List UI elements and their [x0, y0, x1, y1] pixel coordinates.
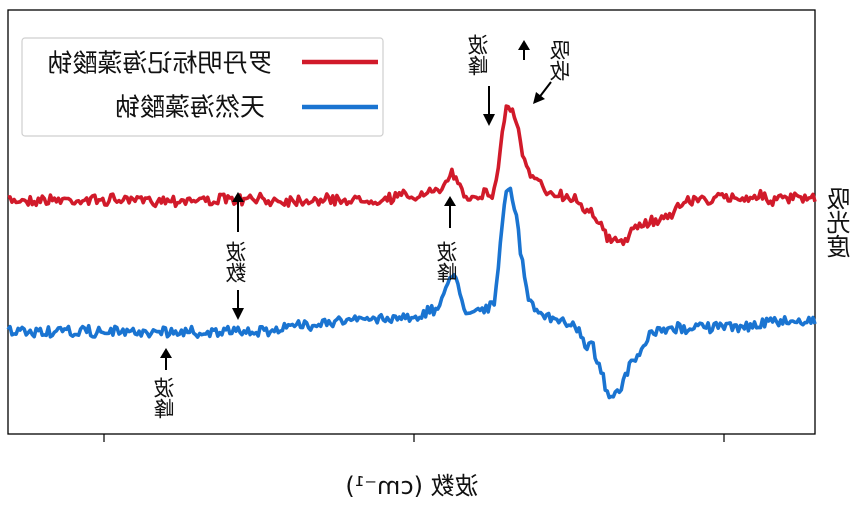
annotation-peak-mid-arrowhead — [444, 196, 456, 206]
legend-box — [21, 37, 384, 137]
legend-label-rhodamine: 罗丹明标记海藻酸钠 — [47, 49, 272, 78]
annotation-peak-top-arrowhead — [483, 114, 495, 126]
annotation-wavenumber-arrowhead-up — [232, 192, 244, 202]
annotation-peak-mid: 波峰 — [436, 241, 460, 283]
annotation-peak-low: 波峰 — [153, 377, 177, 419]
annotation-peak-top-up-arrowhead — [518, 40, 530, 50]
annotation-wavenumber-arrowhead-down — [232, 308, 244, 320]
x-axis-label: 波数 (cm⁻¹) — [345, 472, 478, 500]
legend: 罗丹明标记海藻酸钠 天然海藻酸钠 — [21, 37, 384, 137]
annotation-peak-top: 波峰 — [467, 34, 491, 76]
annotation-peak-low-arrowhead — [160, 348, 172, 358]
annotation-absorb-arrowhead — [533, 92, 545, 104]
series-line-rhodamine — [7, 104, 817, 247]
annotations: 波峰 吸收 波数 波峰 波峰 — [153, 34, 573, 419]
legend-label-native: 天然海藻酸钠 — [115, 93, 265, 122]
plot-frame — [7, 9, 816, 435]
y-axis-label: 吸光度 — [827, 186, 855, 258]
annotation-absorb: 吸收 — [549, 39, 573, 81]
series-line-native — [6, 186, 817, 400]
annotation-wavenumber: 波数 — [225, 241, 249, 283]
